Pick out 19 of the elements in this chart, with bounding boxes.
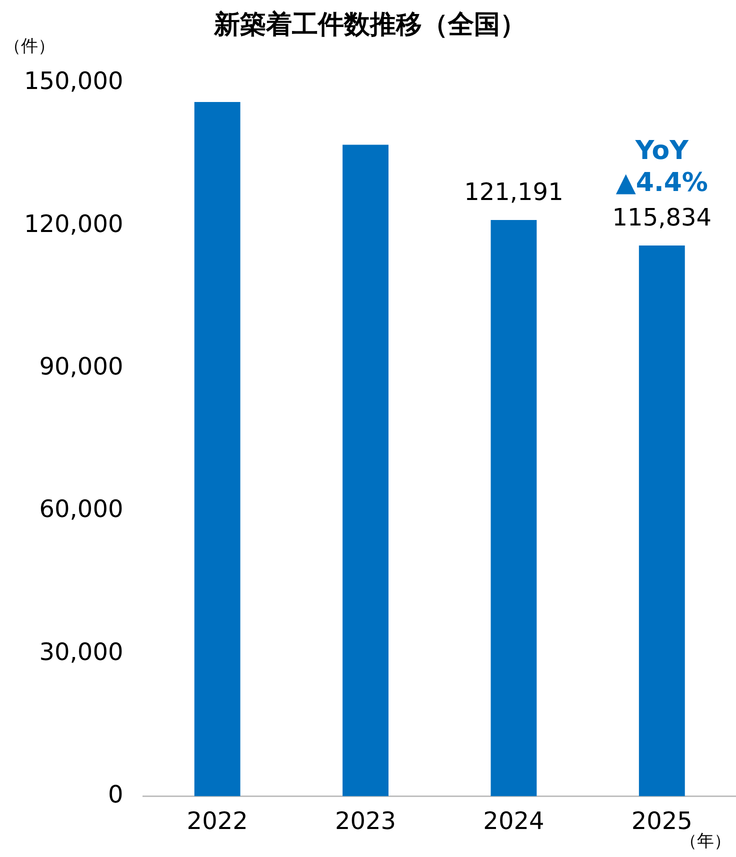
y-tick-label: 0 (108, 780, 124, 808)
annotation: YoY (634, 136, 690, 166)
bar (194, 102, 240, 796)
bar (490, 220, 537, 796)
annotation: ▲4.4% (616, 168, 708, 198)
data-label: 121,191 (464, 178, 564, 206)
y-tick-label: 120,000 (24, 210, 124, 238)
bar (638, 245, 685, 796)
bar (342, 144, 388, 796)
x-tick-label: 2024 (483, 806, 544, 835)
x-tick-label: 2022 (186, 806, 248, 835)
chart-title: 新築着工件数推移（全国） (213, 10, 526, 40)
x-tick-label: 2023 (334, 806, 396, 835)
y-tick-label: 30,000 (39, 638, 124, 666)
y-tick-label: 60,000 (39, 495, 124, 524)
y-tick-label: 150,000 (24, 67, 124, 96)
y-axis-title: （件） (4, 36, 55, 56)
y-tick-label: 90,000 (39, 352, 124, 381)
data-label: 115,834 (612, 204, 712, 232)
